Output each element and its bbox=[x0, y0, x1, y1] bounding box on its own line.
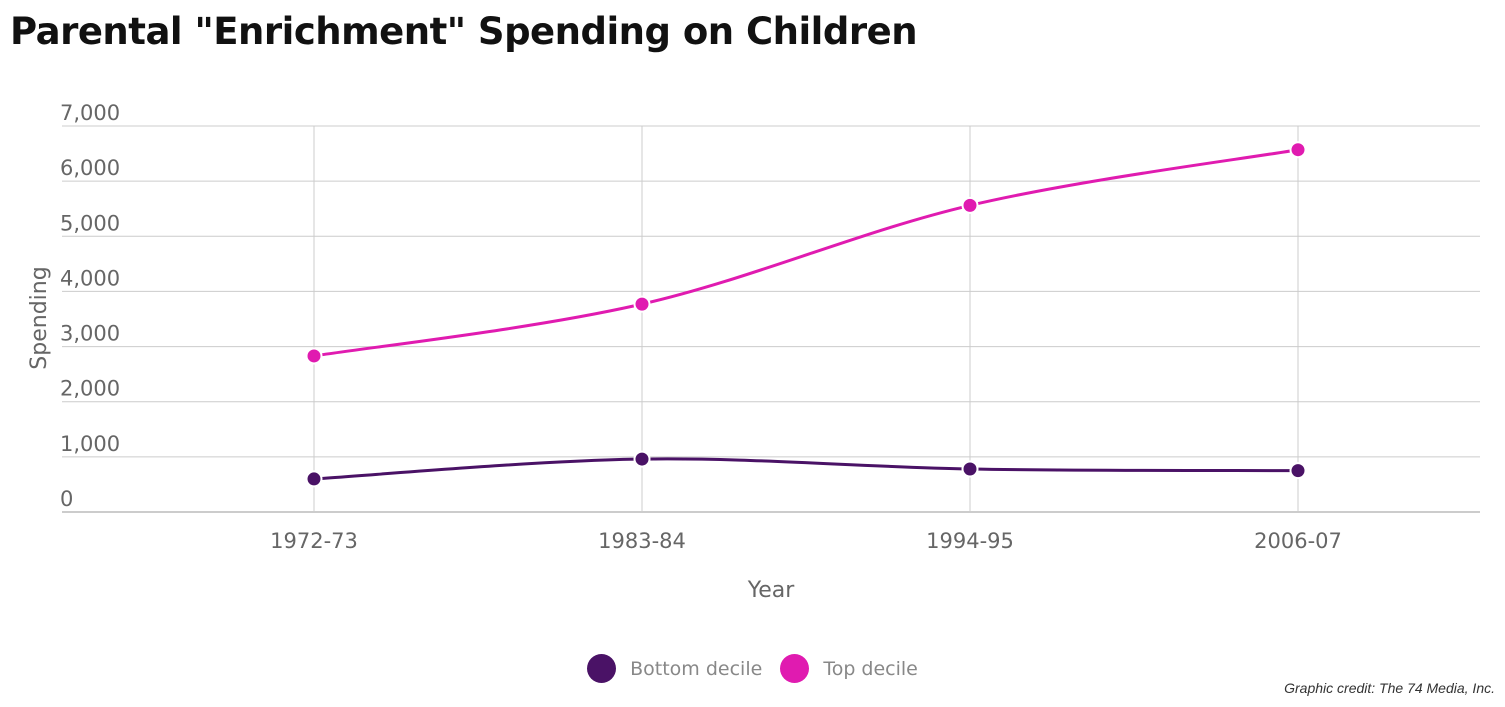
data-point-top-decile[interactable] bbox=[961, 196, 979, 214]
data-point-bottom-decile[interactable] bbox=[305, 470, 323, 488]
line-chart: 0 1,000 2,000 3,000 4,000 5,000 6,000 7,000 197… bbox=[27, 101, 1480, 603]
legend-label-bottom-decile: Bottom decile bbox=[630, 657, 763, 680]
x-axis-ticks: 1972-73 1983-84 1994-95 2006-07 bbox=[270, 529, 1342, 553]
legend-swatch-top-decile bbox=[780, 654, 810, 683]
data-point-bottom-decile[interactable] bbox=[633, 450, 651, 468]
gridlines bbox=[62, 125, 1480, 513]
data-point-top-decile[interactable] bbox=[633, 295, 651, 313]
y-tick-label: 4,000 bbox=[60, 266, 120, 290]
data-point-bottom-decile[interactable] bbox=[961, 460, 979, 478]
series-line-top-decile bbox=[313, 148, 1299, 358]
y-tick-label: 1,000 bbox=[60, 432, 120, 456]
y-axis-label: Spending bbox=[27, 266, 52, 369]
y-axis-ticks: 0 1,000 2,000 3,000 4,000 5,000 6,000 7,000 bbox=[60, 101, 120, 511]
data-point-top-decile[interactable] bbox=[1289, 141, 1307, 159]
chart-title: Parental "Enrichment" Spending on Childr… bbox=[10, 10, 918, 53]
y-tick-label: 3,000 bbox=[60, 322, 120, 346]
y-tick-label: 6,000 bbox=[60, 156, 120, 180]
series-lines bbox=[313, 148, 1299, 481]
legend-label-top-decile: Top decile bbox=[823, 657, 918, 680]
legend-item-top-decile[interactable]: Top decile bbox=[780, 654, 918, 683]
x-tick-label: 1994-95 bbox=[926, 529, 1014, 553]
x-tick-label: 1972-73 bbox=[270, 529, 358, 553]
y-tick-label: 2,000 bbox=[60, 377, 120, 401]
graphic-credit: Graphic credit: The 74 Media, Inc. bbox=[1284, 680, 1495, 696]
legend-item-bottom-decile[interactable]: Bottom decile bbox=[587, 654, 762, 683]
y-tick-label: 0 bbox=[60, 487, 73, 511]
x-axis-label: Year bbox=[747, 578, 796, 603]
data-point-top-decile[interactable] bbox=[305, 347, 323, 365]
legend: Bottom decile Top decile bbox=[0, 654, 1505, 683]
y-tick-label: 7,000 bbox=[60, 101, 120, 125]
series-points bbox=[305, 141, 1307, 488]
series-line-bottom-decile bbox=[313, 457, 1299, 481]
x-tick-label: 1983-84 bbox=[598, 529, 686, 553]
legend-swatch-bottom-decile bbox=[587, 654, 617, 683]
y-tick-label: 5,000 bbox=[60, 211, 120, 235]
x-tick-label: 2006-07 bbox=[1254, 529, 1342, 553]
data-point-bottom-decile[interactable] bbox=[1289, 462, 1307, 480]
